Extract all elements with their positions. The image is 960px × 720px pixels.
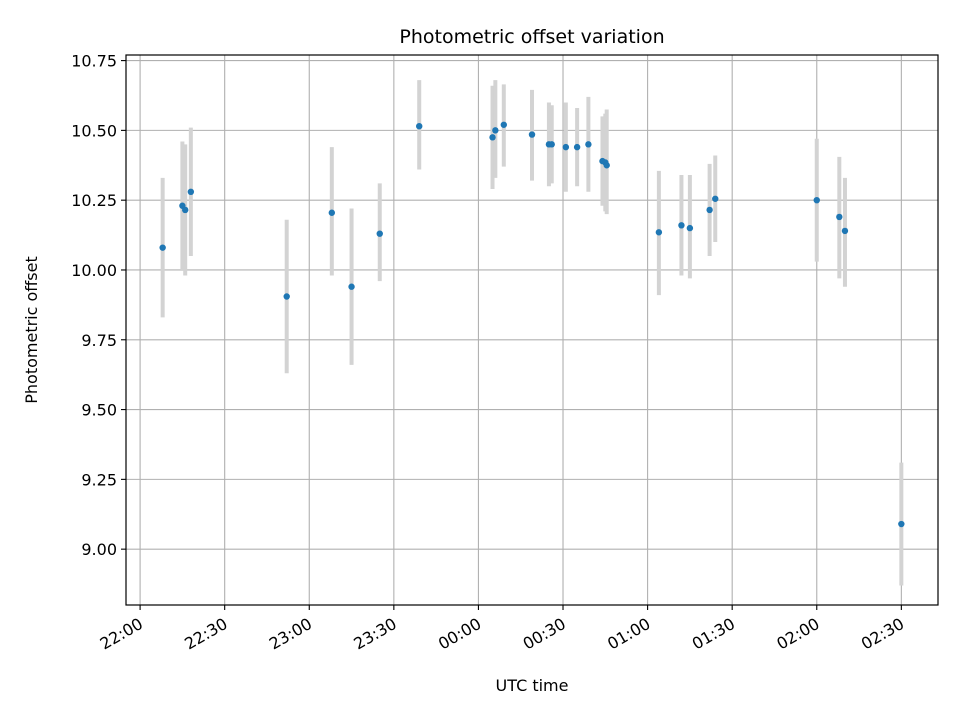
data-point — [712, 195, 719, 202]
plot-frame — [125, 54, 939, 606]
data-point — [603, 162, 610, 169]
data-point — [376, 230, 383, 237]
data-point — [492, 127, 499, 134]
data-point — [528, 131, 536, 138]
data-point — [548, 141, 555, 148]
data-points — [159, 121, 905, 528]
y-tick-label: 9.00 — [81, 540, 117, 559]
y-tick-label: 10.25 — [71, 191, 117, 210]
data-point — [573, 143, 581, 151]
data-point — [489, 134, 496, 141]
data-point — [348, 283, 355, 290]
y-tick-label: 10.50 — [71, 121, 117, 140]
y-axis-label: Photometric offset — [22, 256, 41, 404]
y-tick-label: 9.75 — [81, 331, 117, 350]
chart-title: Photometric offset variation — [399, 26, 664, 48]
data-point — [328, 209, 336, 216]
data-point — [686, 224, 694, 232]
y-tick-label: 9.50 — [81, 401, 117, 420]
data-point — [187, 188, 195, 196]
data-point — [655, 229, 663, 236]
data-point — [813, 196, 820, 204]
data-point — [159, 244, 166, 251]
data-point — [500, 121, 508, 128]
data-point — [283, 293, 290, 300]
data-point — [706, 206, 713, 214]
data-point — [416, 122, 423, 130]
data-point — [182, 206, 189, 214]
data-point — [562, 143, 570, 151]
y-tick-label: 10.75 — [71, 52, 117, 71]
data-point — [678, 222, 685, 229]
data-point — [898, 520, 905, 528]
y-tick-label: 10.00 — [71, 261, 117, 280]
y-tick-label: 9.25 — [81, 470, 117, 489]
data-point — [836, 213, 843, 221]
data-point — [841, 227, 849, 235]
y-axis: 9.00 9.25 9.50 9.75 10.00 10.25 10.50 10.75 — [71, 52, 126, 559]
x-axis-label: UTC time — [496, 676, 569, 695]
data-point — [585, 141, 592, 148]
